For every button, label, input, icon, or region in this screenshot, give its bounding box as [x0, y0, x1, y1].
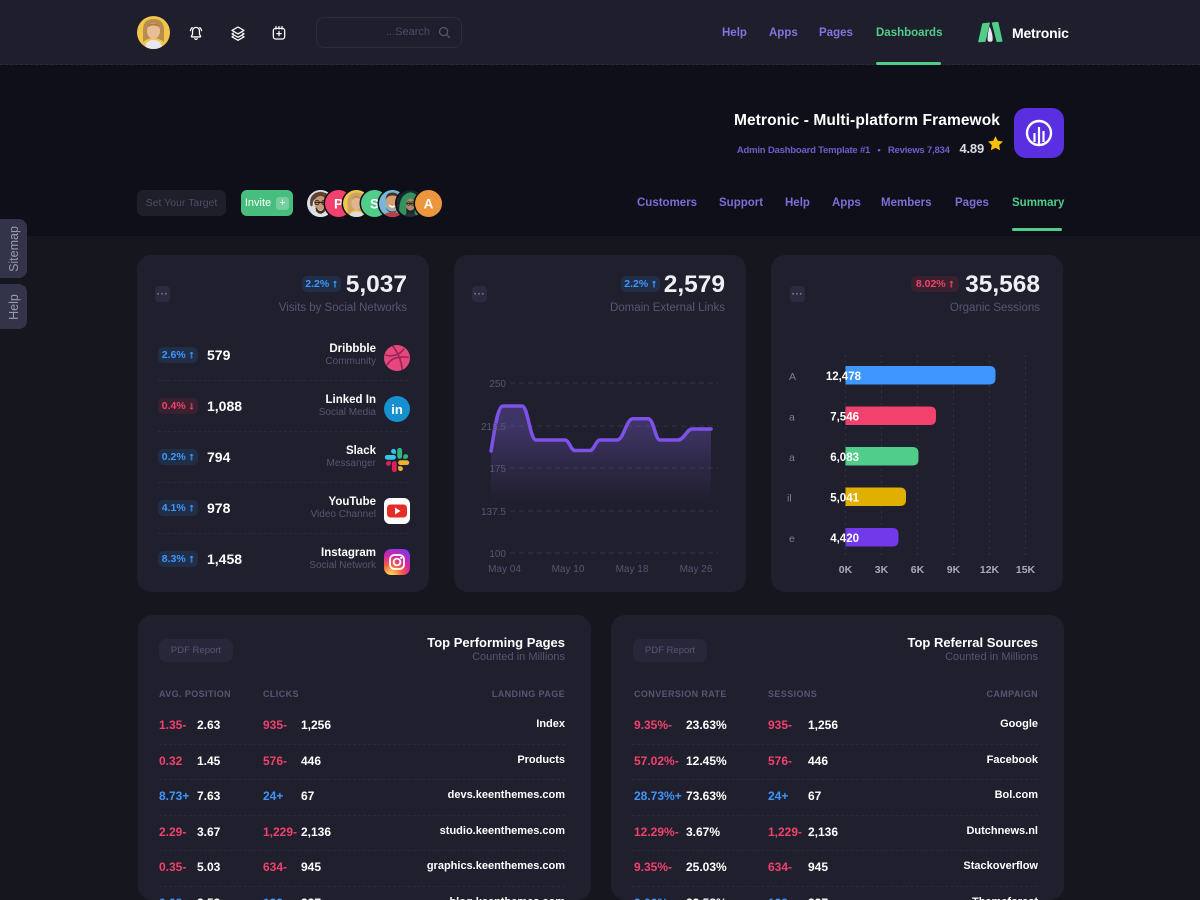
svg-text:e: e [789, 533, 795, 545]
svg-text:137.5: 137.5 [481, 507, 506, 518]
svg-text:15K: 15K [1016, 564, 1036, 576]
svg-text:250: 250 [489, 379, 506, 390]
svg-text:May 10: May 10 [552, 564, 585, 575]
svg-text:il: il [787, 493, 792, 505]
svg-text:6,083: 6,083 [830, 452, 859, 464]
svg-text:7,546: 7,546 [830, 412, 859, 424]
svg-text:6K: 6K [911, 564, 925, 576]
svg-text:4,420: 4,420 [830, 533, 859, 545]
svg-text:212.5: 212.5 [481, 422, 506, 433]
svg-text:S: S [370, 197, 379, 212]
svg-text:A: A [424, 197, 434, 212]
svg-text:5,041: 5,041 [830, 493, 859, 505]
svg-text:175: 175 [489, 464, 506, 475]
svg-text:9K: 9K [947, 564, 961, 576]
svg-text:12K: 12K [980, 564, 1000, 576]
svg-text:in: in [391, 402, 403, 417]
svg-text:May 26: May 26 [680, 564, 713, 575]
svg-text:0K: 0K [839, 564, 853, 576]
svg-text:P: P [334, 197, 343, 212]
svg-text:May 18: May 18 [616, 564, 649, 575]
svg-text:3K: 3K [875, 564, 889, 576]
svg-text:a: a [789, 412, 795, 424]
svg-text:a: a [789, 452, 795, 464]
svg-text:May 04: May 04 [488, 564, 521, 575]
svg-text:12,478: 12,478 [826, 371, 862, 383]
svg-text:A: A [789, 371, 796, 383]
svg-text:100: 100 [489, 549, 506, 560]
